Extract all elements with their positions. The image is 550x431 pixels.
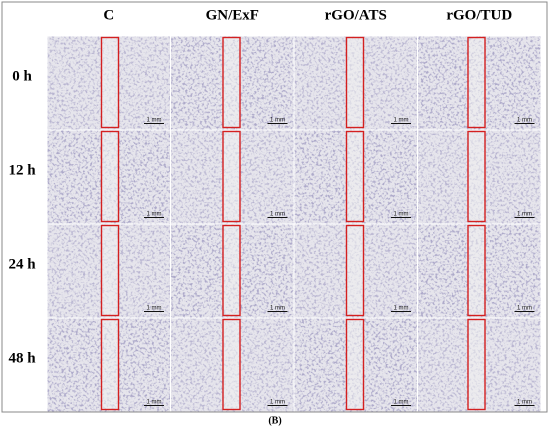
column-header: GN/ExF [206, 7, 259, 23]
frame [1, 1, 548, 413]
scratch-region [222, 130, 241, 223]
scratch-region [467, 318, 486, 411]
row-label: 12 h [8, 162, 36, 178]
scale-bar-label: 1 mm [517, 212, 532, 218]
scale-bar-label: 1 mm [517, 118, 532, 124]
scratch-region [100, 130, 120, 223]
scratch-region [345, 36, 365, 129]
scale-bar-label: 1 mm [270, 212, 285, 218]
row-label: 24 h [8, 256, 36, 272]
scratch-region [467, 224, 486, 317]
row-label: 0 h [12, 68, 32, 84]
scale-bar-label: 1 mm [147, 306, 162, 312]
scale-bar-label: 1 mm [517, 400, 532, 406]
column-header: C [103, 7, 114, 23]
scratch-region [100, 36, 120, 129]
scale-bar-label: 1 mm [270, 400, 285, 406]
scratch-region [467, 130, 486, 223]
scratch-region [222, 318, 241, 411]
scratch-region [467, 36, 486, 129]
scratch-region [222, 224, 241, 317]
scale-bar-label: 1 mm [394, 400, 409, 406]
scale-bar-label: 1 mm [517, 306, 532, 312]
column-header: rGO/ATS [325, 7, 387, 23]
scratch-region [222, 36, 241, 129]
scratch-region [345, 130, 365, 223]
scale-bar-label: 1 mm [270, 306, 285, 312]
column-header: rGO/TUD [446, 7, 512, 23]
scratch-region [345, 318, 365, 411]
scale-bar-label: 1 mm [394, 212, 409, 218]
scratch-region [100, 318, 120, 411]
scratch-region [100, 224, 120, 317]
scale-bar-label: 1 mm [147, 118, 162, 124]
caption: (B) [268, 415, 281, 426]
scale-bar-label: 1 mm [394, 118, 409, 124]
scale-bar-label: 1 mm [147, 400, 162, 406]
row-label: 48 h [8, 350, 36, 366]
scale-bar-label: 1 mm [394, 306, 409, 312]
scale-bar-label: 1 mm [147, 212, 162, 218]
scale-bar-label: 1 mm [270, 118, 285, 124]
scratch-region [345, 224, 365, 317]
